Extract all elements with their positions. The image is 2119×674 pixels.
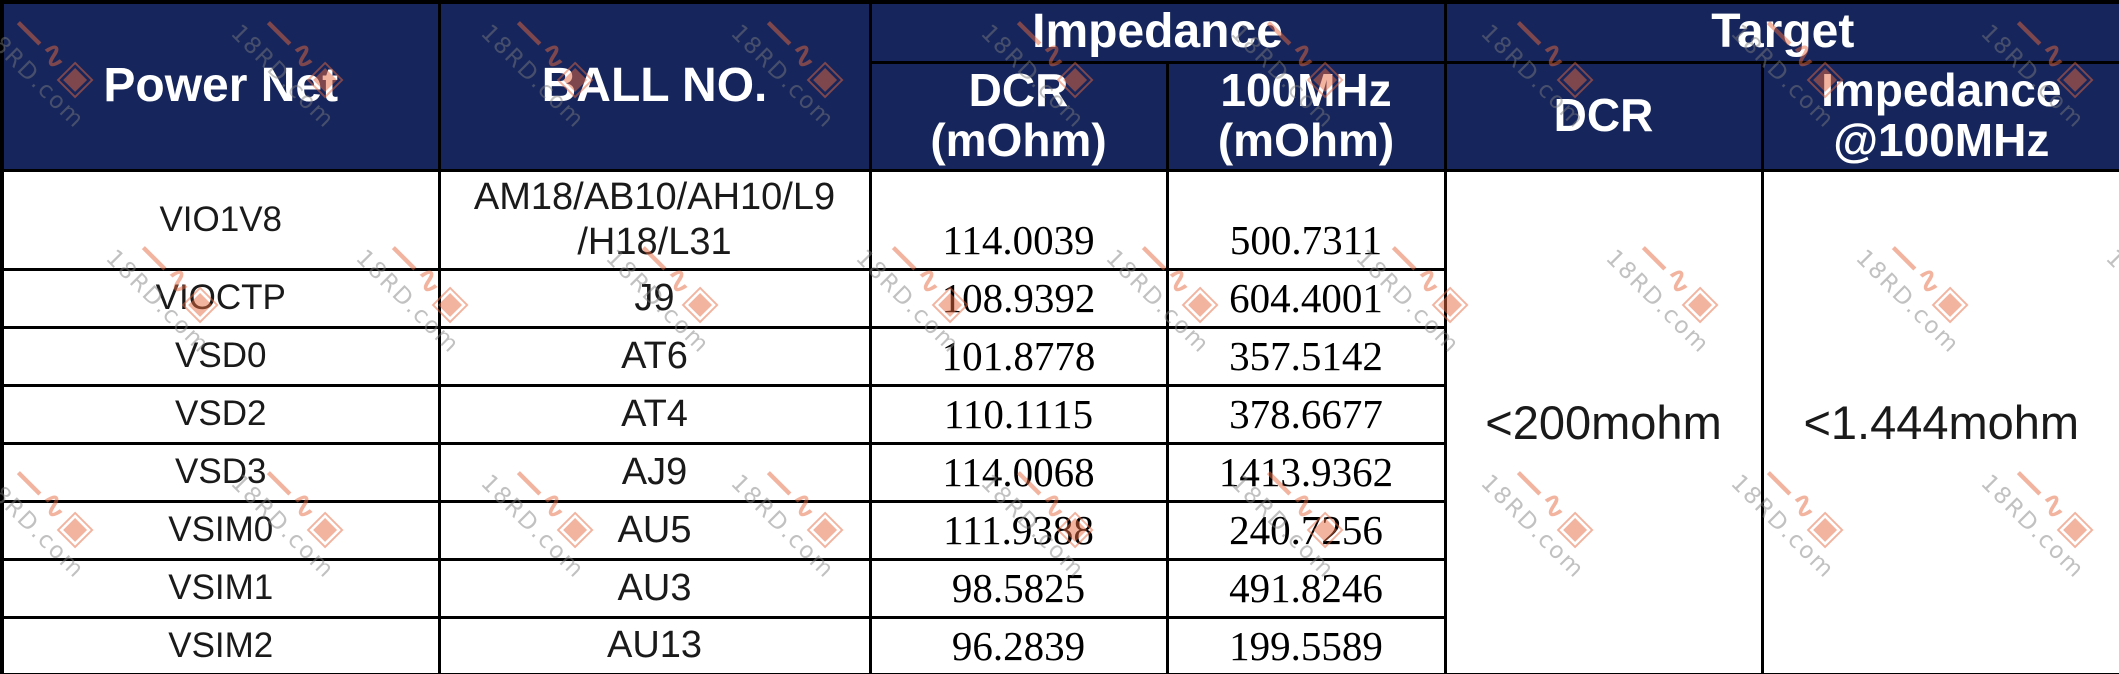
col-header-100mhz-mohm: 100MHz (mOhm)	[1165, 60, 1447, 172]
table-row-vsd2: VSD2 AT4 110.1115 378.6677	[0, 383, 2119, 445]
ball-no-cell: AM18/AB10/AH10/L9 /H18/L31	[437, 168, 872, 271]
dcr-value-cell: 114.0039	[868, 168, 1169, 271]
table-row-vsim1: VSIM1 AU3 98.5825 491.8246	[0, 557, 2119, 619]
dcr-value-cell: 111.9388	[868, 499, 1169, 561]
target-impedance-cell: <1.444mohm	[1760, 168, 2119, 674]
table-row-vioctp: VIOCTP J9 108.9392 604.4001	[0, 267, 2119, 329]
100mhz-value-cell: 604.4001	[1165, 267, 1447, 329]
table-row-vsd0: VSD0 AT6 101.8778 357.5142	[0, 325, 2119, 387]
table-header: Power Net BALL NO. Impedance Target DCR …	[0, 0, 2119, 172]
col-header-power-net: Power Net	[0, 0, 441, 172]
group-header-impedance: Impedance	[868, 0, 1447, 64]
100mhz-value-cell: 357.5142	[1165, 325, 1447, 387]
dcr-value-cell: 110.1115	[868, 383, 1169, 445]
ball-no-cell: AJ9	[437, 441, 872, 503]
power-net-cell: VSD0	[0, 325, 441, 387]
ball-no-cell: AT4	[437, 383, 872, 445]
ball-no-cell: AU13	[437, 615, 872, 674]
ball-no-cell: J9	[437, 267, 872, 329]
power-net-cell: VIOCTP	[0, 267, 441, 329]
power-net-cell: VSIM2	[0, 615, 441, 674]
dcr-value-cell: 114.0068	[868, 441, 1169, 503]
table-row-vsim0: VSIM0 AU5 111.9388 240.7256	[0, 499, 2119, 561]
dcr-value-cell: 96.2839	[868, 615, 1169, 674]
col-header-ball-no: BALL NO.	[437, 0, 872, 172]
ball-no-cell: AU5	[437, 499, 872, 561]
100mhz-value-cell: 1413.9362	[1165, 441, 1447, 503]
table-body: VIO1V8 AM18/AB10/AH10/L9 /H18/L31 114.00…	[0, 168, 2119, 674]
header-row-groups: Power Net BALL NO. Impedance Target	[0, 0, 2119, 172]
header-row-subcolumns: DCR (mOhm) 100MHz (mOhm) DCR Impedance @…	[2, 60, 2119, 172]
col-header-dcr-mohm: DCR (mOhm)	[868, 60, 1169, 172]
table-row-vio1v8: VIO1V8 AM18/AB10/AH10/L9 /H18/L31 114.00…	[0, 168, 2119, 674]
table-row-vsim2: VSIM2 AU13 96.2839 199.5589	[0, 615, 2119, 674]
dcr-value-cell: 101.8778	[868, 325, 1169, 387]
col-header-target-impedance: Impedance @100MHz	[1760, 60, 2119, 172]
ball-no-cell: AT6	[437, 325, 872, 387]
power-net-cell: VSD2	[0, 383, 441, 445]
group-header-target: Target	[1443, 0, 2119, 64]
target-dcr-cell: <200mohm	[1443, 168, 1764, 674]
power-net-cell: VSIM0	[0, 499, 441, 561]
power-net-cell: VSIM1	[0, 557, 441, 619]
table-row-vsd3: VSD3 AJ9 114.0068 1413.9362	[0, 441, 2119, 503]
100mhz-value-cell: 240.7256	[1165, 499, 1447, 561]
100mhz-value-cell: 500.7311	[1165, 168, 1447, 271]
dcr-value-cell: 98.5825	[868, 557, 1169, 619]
power-net-cell: VIO1V8	[0, 168, 441, 271]
100mhz-value-cell: 199.5589	[1165, 615, 1447, 674]
power-net-cell: VSD3	[0, 441, 441, 503]
100mhz-value-cell: 378.6677	[1165, 383, 1447, 445]
dcr-value-cell: 108.9392	[868, 267, 1169, 329]
ball-no-cell: AU3	[437, 557, 872, 619]
col-header-target-dcr: DCR	[1443, 60, 1764, 172]
100mhz-value-cell: 491.8246	[1165, 557, 1447, 619]
